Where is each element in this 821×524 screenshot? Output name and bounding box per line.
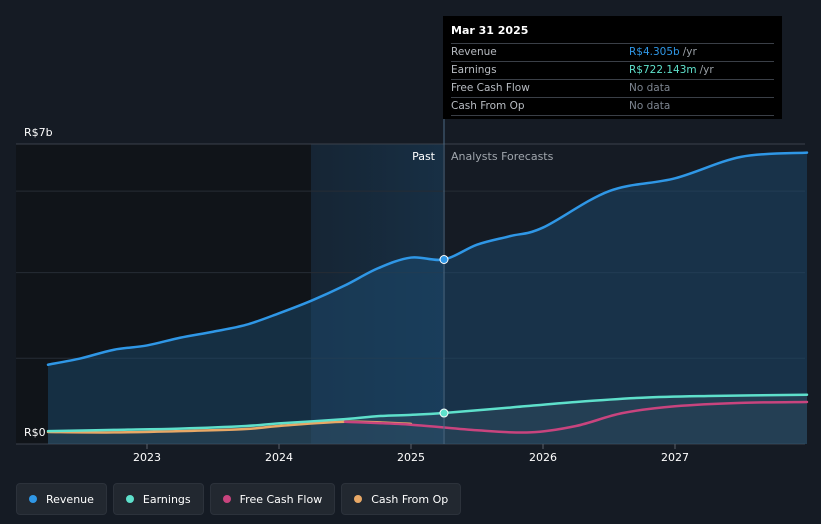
earnings-line bbox=[46, 393, 809, 433]
tooltip-date: Mar 31 2025 bbox=[451, 23, 774, 44]
tooltip-value: No data bbox=[629, 100, 671, 112]
revenue-area bbox=[48, 152, 807, 445]
tooltip-row-earnings: Earnings R$722.143m/yr bbox=[451, 62, 774, 80]
legend-item-free-cash-flow[interactable]: Free Cash Flow bbox=[209, 483, 336, 515]
chart-area: Past Analysts Forecasts R$7b R$0 2023 202… bbox=[16, 16, 809, 464]
revenue-marker bbox=[439, 255, 449, 264]
tooltip-row-cash-from-op: Cash From Op No data bbox=[451, 98, 774, 116]
tooltip-label: Earnings bbox=[451, 64, 497, 76]
legend-dot-icon bbox=[29, 495, 37, 503]
earnings-marker bbox=[439, 408, 449, 418]
series-lines bbox=[46, 151, 809, 434]
y-tick-zero: R$0 bbox=[24, 426, 46, 439]
tooltip-label: Free Cash Flow bbox=[451, 82, 530, 94]
x-tick-label: 2027 bbox=[661, 451, 689, 464]
x-tick-label: 2025 bbox=[397, 451, 425, 464]
tooltip-value: R$4.305b/yr bbox=[629, 46, 697, 58]
legend-item-earnings[interactable]: Earnings bbox=[112, 483, 204, 515]
tooltip-label: Revenue bbox=[451, 46, 497, 58]
legend-label: Revenue bbox=[46, 492, 94, 506]
past-shade bbox=[16, 144, 311, 444]
tooltip: Mar 31 2025 Revenue R$4.305b/yr Earnings… bbox=[443, 16, 782, 119]
legend: Revenue Earnings Free Cash Flow Cash Fro… bbox=[16, 483, 462, 515]
past-label: Past bbox=[412, 150, 436, 163]
legend-item-revenue[interactable]: Revenue bbox=[16, 483, 107, 515]
legend-label: Earnings bbox=[142, 492, 191, 506]
hover-markers bbox=[439, 255, 449, 418]
legend-item-cash-from-op[interactable]: Cash From Op bbox=[341, 483, 462, 515]
past-highlight-band bbox=[311, 144, 443, 444]
revenue-line bbox=[46, 151, 809, 366]
tooltip-value: R$722.143m/yr bbox=[629, 64, 714, 76]
x-tick-label: 2026 bbox=[529, 451, 557, 464]
x-tick-label: 2023 bbox=[133, 451, 161, 464]
tooltip-value: No data bbox=[629, 82, 671, 94]
tooltip-row-free-cash-flow: Free Cash Flow No data bbox=[451, 80, 774, 98]
x-tick-label: 2024 bbox=[265, 451, 293, 464]
tooltip-label: Cash From Op bbox=[451, 100, 525, 112]
tooltip-row-revenue: Revenue R$4.305b/yr bbox=[451, 44, 774, 62]
legend-dot-icon bbox=[222, 495, 231, 503]
y-tick-max: R$7b bbox=[24, 126, 53, 139]
series-areas bbox=[48, 152, 807, 445]
earnings-area bbox=[48, 394, 807, 444]
x-axis-ticks: 2023 2024 2025 2026 2027 bbox=[133, 444, 689, 464]
legend-dot-icon bbox=[125, 495, 134, 503]
free-cash-flow-line bbox=[343, 400, 809, 434]
legend-label: Cash From Op bbox=[371, 492, 449, 506]
forecast-label: Analysts Forecasts bbox=[451, 150, 554, 163]
legend-dot-icon bbox=[354, 495, 363, 503]
legend-label: Free Cash Flow bbox=[239, 492, 323, 506]
